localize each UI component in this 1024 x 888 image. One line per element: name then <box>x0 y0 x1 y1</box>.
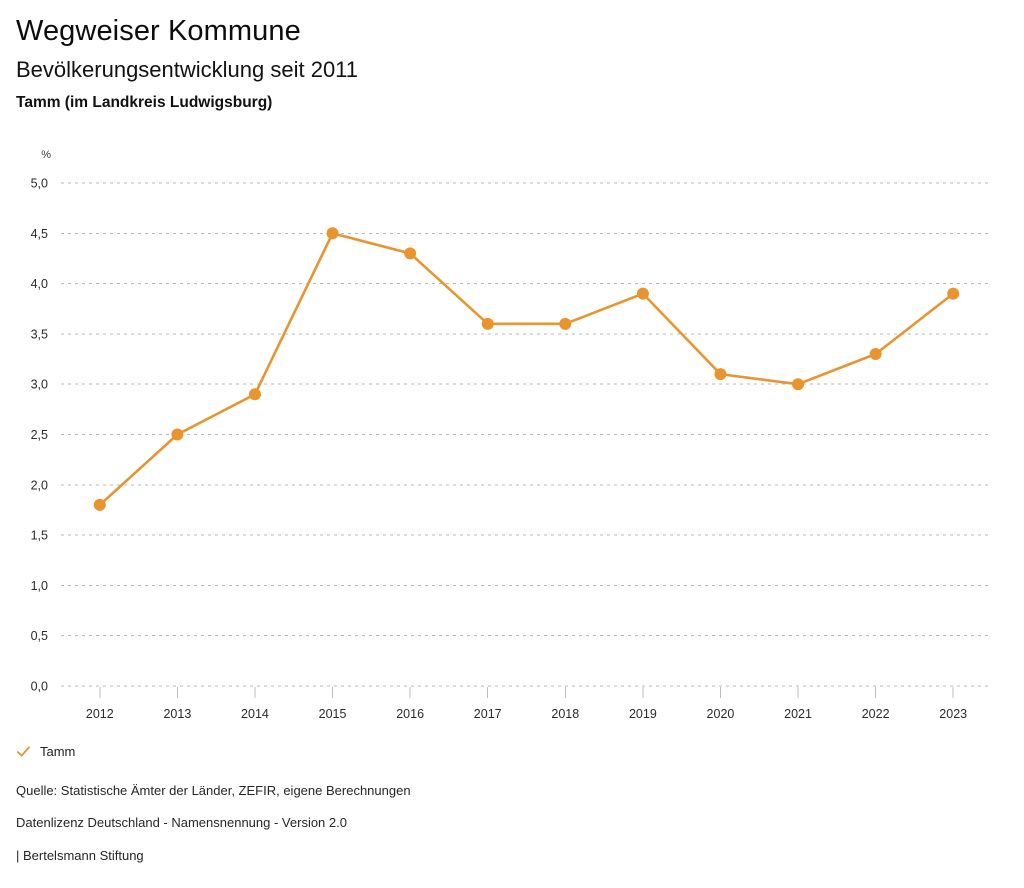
data-point[interactable] <box>248 388 261 401</box>
data-point[interactable] <box>869 348 882 361</box>
legend-item-label: Tamm <box>40 744 76 759</box>
footer-license: Datenlizenz Deutschland - Namensnennung … <box>16 815 347 831</box>
data-point[interactable] <box>947 287 960 300</box>
y-axis-ticks-group: 0,0 0,5 1,0 1,5 2,0 2,5 3,0 3,5 4,0 4,5 5,0 <box>31 177 48 694</box>
chart-subtitle: Bevölkerungsentwicklung seit 2011 <box>16 56 359 82</box>
x-axis-ticks-group: 2012 2013 2014 2015 2016 2017 2018 2019 2020 2021… <box>86 687 967 721</box>
data-point[interactable] <box>636 287 649 300</box>
data-point[interactable] <box>714 368 727 381</box>
x-axis-tick-label: 2013 <box>163 707 191 721</box>
page-title: Wegweiser Kommune <box>16 15 301 47</box>
series-line-tamm <box>98 232 955 507</box>
data-point[interactable] <box>326 227 339 240</box>
data-point[interactable] <box>93 498 106 511</box>
data-series-group <box>98 232 955 507</box>
chart-legend[interactable]: Tamm <box>16 744 75 759</box>
x-axis-tick-label: 2019 <box>629 707 657 721</box>
x-axis-tick-label: 2018 <box>551 707 579 721</box>
chart-footer: Quelle: Statistische Ämter der Länder, Z… <box>16 783 916 863</box>
gridlines-group <box>61 182 992 687</box>
x-axis-tick-label: 2021 <box>784 707 812 721</box>
x-axis-tick-label: 2014 <box>241 707 269 721</box>
data-point[interactable] <box>792 378 805 391</box>
footer-source: Quelle: Statistische Ämter der Länder, Z… <box>16 783 411 798</box>
y-axis-tick-label: 0,0 <box>31 680 48 694</box>
x-axis-tick-label: 2017 <box>474 707 502 721</box>
x-axis-tick-label: 2016 <box>396 707 424 721</box>
chart-area: 0,0 0,5 1,0 1,5 2,0 2,5 3,0 3,5 4,0 4,5 5,0 2012 20… <box>0 140 1024 735</box>
y-axis-tick-label: 4,0 <box>31 277 48 291</box>
x-axis-tick-label: 2022 <box>862 707 890 721</box>
chart-location-label: Tamm (im Landkreis Ludwigsburg) <box>16 94 273 112</box>
y-axis-tick-label: 5,0 <box>31 177 48 191</box>
y-axis-tick-label: 2,0 <box>31 478 48 492</box>
y-axis-tick-label: 3,5 <box>31 327 48 341</box>
data-markers-group <box>93 227 960 511</box>
x-axis-tick-label: 2023 <box>939 707 967 721</box>
y-axis-tick-label: 2,5 <box>31 428 48 442</box>
data-point[interactable] <box>481 317 494 330</box>
y-axis-tick-label: 3,0 <box>31 378 48 392</box>
chart-header: Wegweiser Kommune Bevölkerungsentwicklun… <box>16 14 1006 113</box>
y-axis-tick-label: 0,5 <box>31 629 48 643</box>
line-chart: 0,00,51,01,52,02,53,03,54,04,55,0 2012 20… <box>31 149 992 721</box>
data-point[interactable] <box>559 317 572 330</box>
x-axis-tick-label: 2012 <box>86 707 114 721</box>
x-axis-tick-label: 2020 <box>707 707 735 721</box>
footer-publisher: | Bertelsmann Stiftung <box>16 847 144 863</box>
x-axis-tick-label: 2015 <box>319 707 347 721</box>
y-axis-tick-label: 1,5 <box>31 529 48 543</box>
y-axis-tick-label: 1,0 <box>31 579 48 593</box>
y-axis-unit-label: % <box>41 149 51 161</box>
data-point[interactable] <box>404 247 417 260</box>
data-point[interactable] <box>171 428 184 441</box>
check-icon <box>16 746 31 757</box>
y-axis-tick-label: 4,5 <box>31 227 48 241</box>
